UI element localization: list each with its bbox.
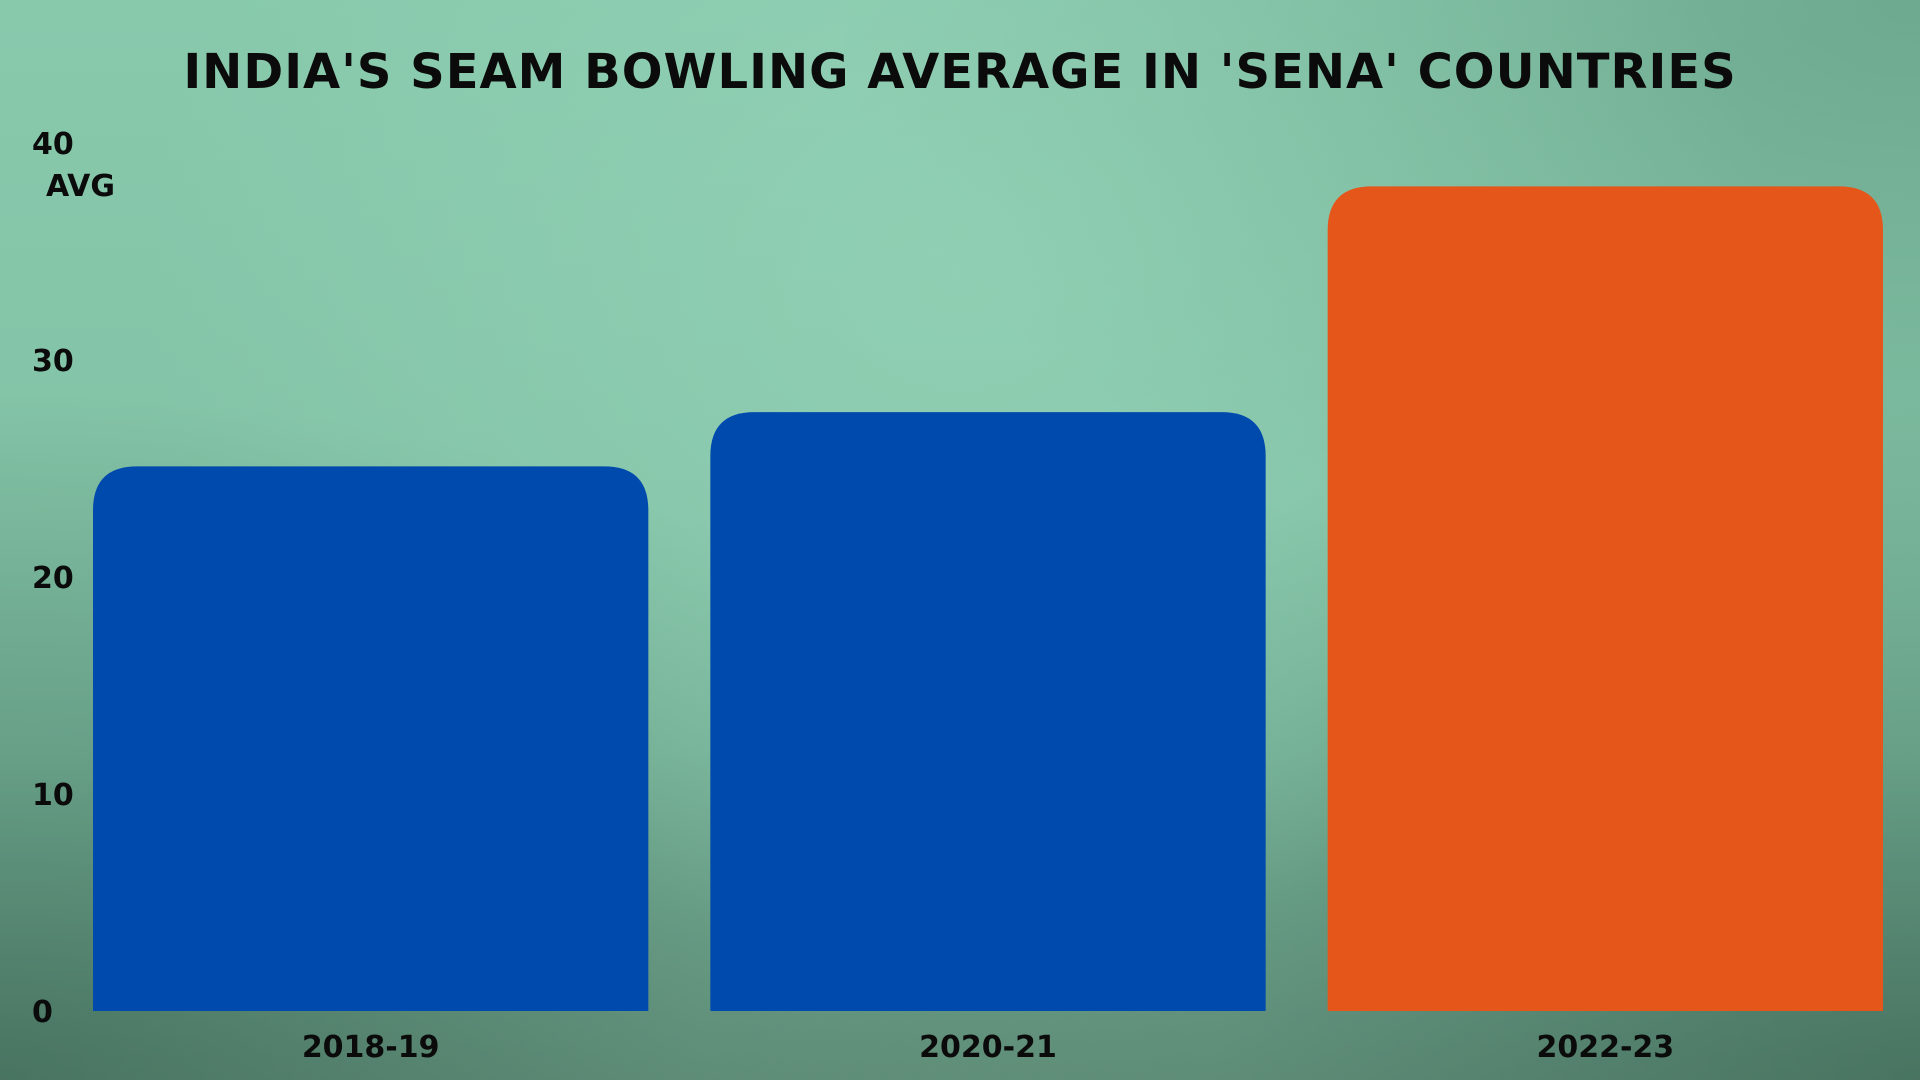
y-tick-label: 40: [32, 127, 74, 162]
y-tick-label: 20: [32, 561, 74, 596]
x-tick-label: 2022-23: [1536, 1030, 1674, 1065]
y-tick-label: 30: [32, 344, 74, 379]
y-tick-label: 0: [32, 995, 53, 1030]
bar-2020-21: [710, 412, 1266, 1012]
bar-2022-23: [1327, 186, 1883, 1011]
bar-2018-19: [93, 466, 649, 1012]
x-tick-label: 2018-19: [302, 1030, 440, 1065]
x-tick-label: 2020-21: [919, 1030, 1057, 1065]
chart-title: INDIA'S SEAM BOWLING AVERAGE IN 'SENA' C…: [183, 44, 1737, 100]
y-axis-label: AVG: [46, 169, 115, 204]
y-tick-label: 10: [32, 778, 74, 813]
